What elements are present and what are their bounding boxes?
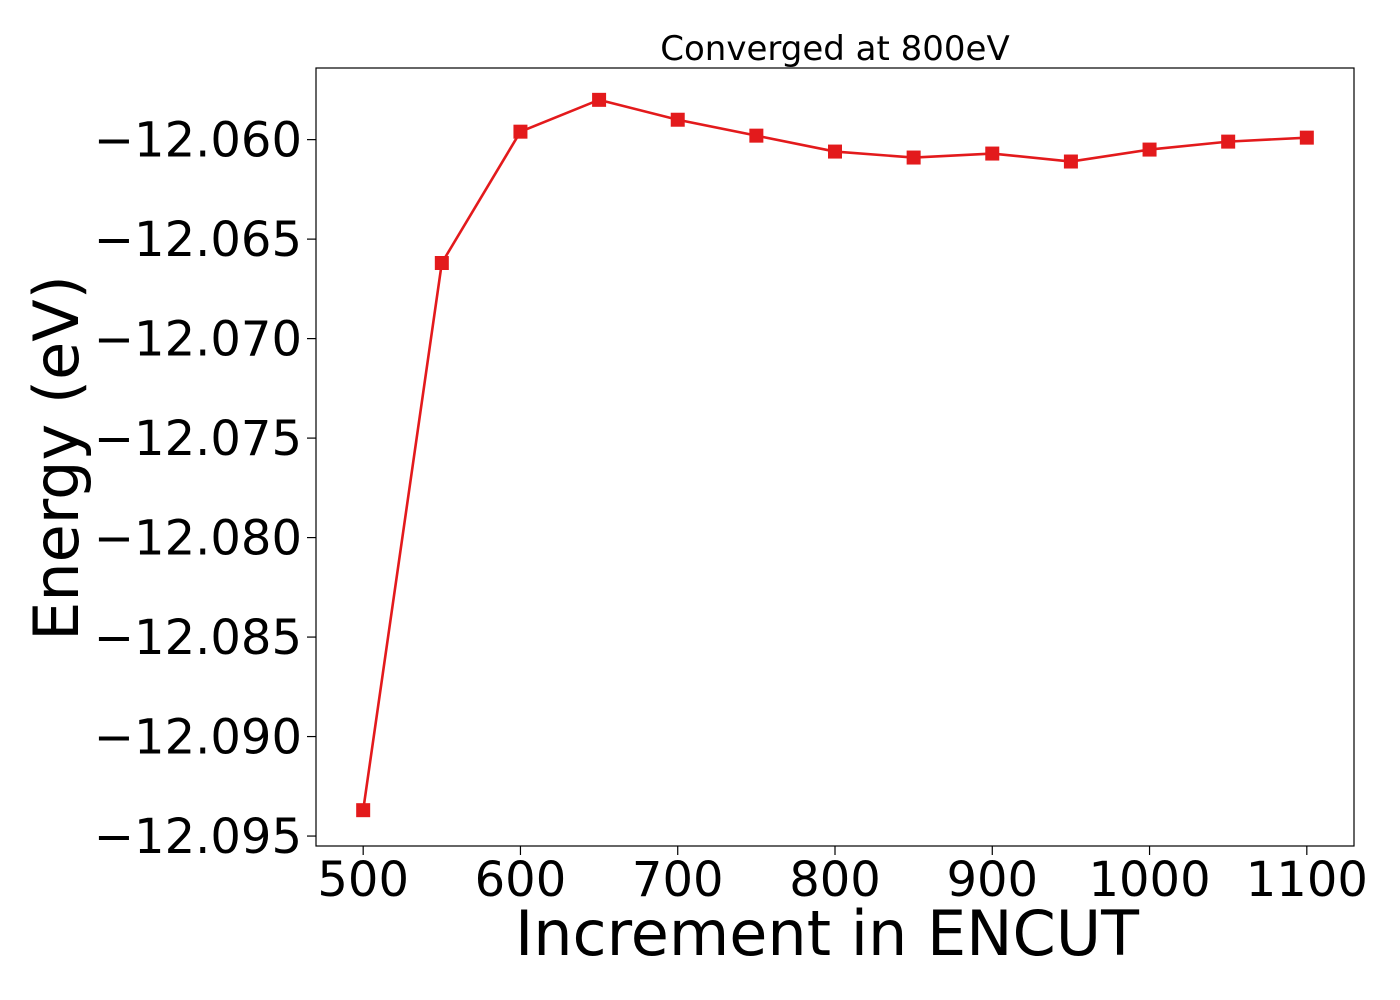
y-tick-label: −12.085: [94, 610, 302, 666]
data-point-marker: [1142, 142, 1157, 157]
x-tick-label: 1000: [1088, 852, 1210, 908]
data-point-marker: [592, 92, 607, 107]
plot-frame: [315, 67, 1355, 847]
x-tick-label: 500: [317, 852, 409, 908]
data-point-marker: [906, 150, 921, 165]
data-point-marker: [1221, 134, 1236, 149]
y-axis-label: Energy (eV): [20, 275, 93, 641]
x-tick-label: 1100: [1246, 852, 1368, 908]
data-point-marker: [434, 256, 449, 270]
y-tick-label: −12.060: [94, 113, 302, 169]
y-tick-label: −12.095: [94, 809, 302, 865]
data-series: [356, 92, 1314, 818]
chart-title: Converged at 800eV: [660, 29, 1009, 69]
data-point-marker: [1063, 154, 1078, 169]
data-point-marker: [1299, 130, 1314, 145]
data-point-marker: [670, 112, 685, 127]
plot-area: 500 600 700 800 900 1000 1100 −12.060 −12.065 −12…: [94, 67, 1368, 908]
axis-ticks: 500 600 700 800 900 1000 1100 −12.060 −12.065 −12…: [94, 113, 1368, 908]
y-tick-label: −12.075: [94, 411, 302, 467]
y-tick-label: −12.080: [94, 511, 302, 567]
series-line: [361, 98, 1307, 811]
x-tick-label: 900: [946, 852, 1038, 908]
y-tick-label: −12.090: [94, 710, 302, 766]
x-tick-label: 800: [789, 852, 881, 908]
y-tick-label: −12.065: [94, 212, 302, 268]
data-point-marker: [828, 144, 842, 159]
x-axis-label: Increment in ENCUT: [515, 897, 1140, 970]
data-point-marker: [985, 146, 1000, 161]
data-point-marker: [513, 124, 528, 139]
x-tick-label: 700: [632, 852, 724, 908]
x-tick-label: 600: [475, 852, 567, 908]
y-tick-label: −12.070: [94, 312, 302, 368]
data-point-marker: [356, 803, 371, 818]
data-point-marker: [749, 128, 764, 143]
